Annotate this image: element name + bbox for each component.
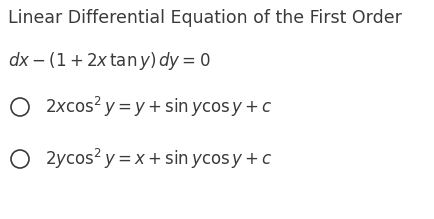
Text: $dx - (1 + 2x\,\tan y)\,dy = 0$: $dx - (1 + 2x\,\tan y)\,dy = 0$ [8, 50, 210, 72]
Text: Linear Differential Equation of the First Order: Linear Differential Equation of the Firs… [8, 9, 402, 27]
Text: $2x\cos^2 y = y + \sin y\cos y + c$: $2x\cos^2 y = y + \sin y\cos y + c$ [45, 95, 273, 119]
Text: $2y\cos^2 y = x + \sin y\cos y + c$: $2y\cos^2 y = x + \sin y\cos y + c$ [45, 147, 273, 171]
